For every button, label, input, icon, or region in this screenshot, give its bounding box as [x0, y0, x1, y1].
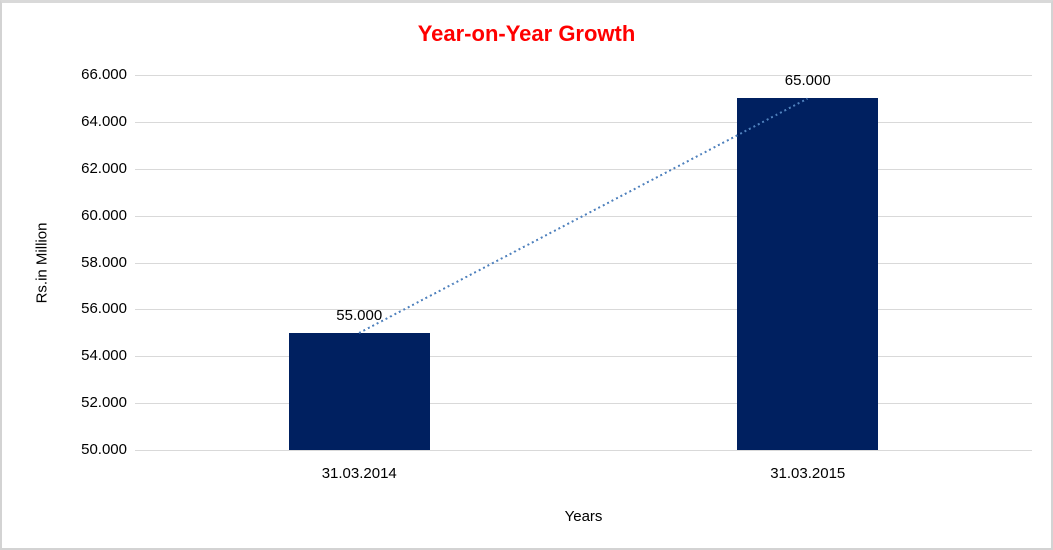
- y-tick-label: 52.000: [81, 394, 127, 412]
- x-category-label: 31.03.2014: [321, 465, 397, 482]
- gridline: [135, 168, 1032, 170]
- gridline: [135, 450, 1032, 451]
- y-tick-label: 58.000: [81, 253, 127, 271]
- bar-31.03.2014: [288, 332, 430, 450]
- y-tick-label: 66.000: [81, 66, 127, 83]
- y-tick-label: 56.000: [81, 300, 127, 318]
- y-tick-label: 64.000: [81, 112, 127, 130]
- gridline: [135, 356, 1032, 358]
- gridline: [135, 262, 1032, 264]
- y-tick-label: 62.000: [81, 159, 127, 177]
- gridline: [135, 403, 1032, 405]
- y-tick-label: 50.000: [81, 441, 127, 458]
- y-tick-label: 60.000: [81, 206, 127, 224]
- y-tick-label: 54.000: [81, 347, 127, 365]
- gridline: [135, 75, 1032, 76]
- gridline: [135, 309, 1032, 311]
- bar-value-label: 65.000: [784, 72, 831, 90]
- bar-value-label: 55.000: [336, 306, 383, 324]
- x-axis-title: Years: [564, 508, 603, 525]
- chart-title: Year-on-Year Growth: [417, 21, 636, 46]
- bar-31.03.2015: [737, 98, 879, 450]
- x-category-label: 31.03.2015: [770, 465, 846, 482]
- gridline: [135, 121, 1032, 123]
